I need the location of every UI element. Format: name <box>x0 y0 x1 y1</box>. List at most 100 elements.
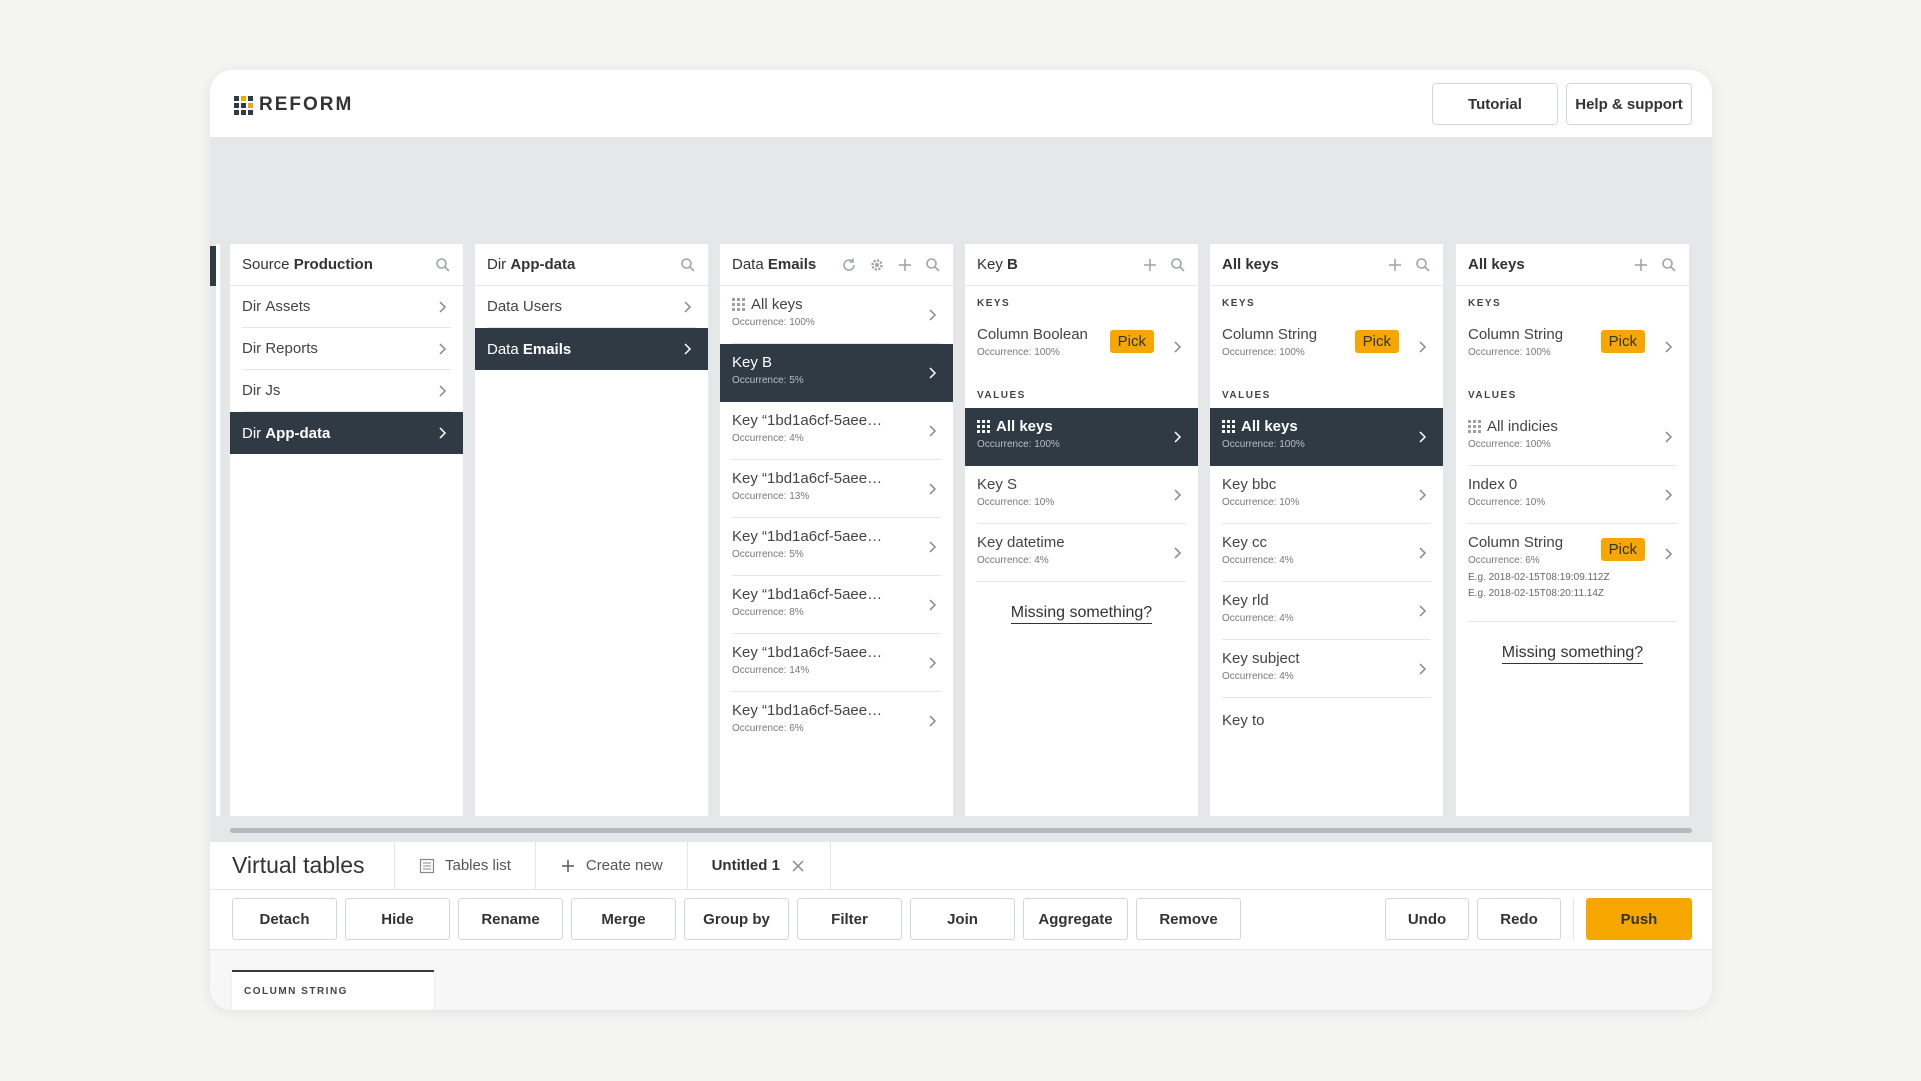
list-item[interactable]: Data Users <box>487 286 696 328</box>
virtual-table-canvas: COLUMN STRING A <box>210 950 1712 1010</box>
list-item-selected[interactable]: All keys Occurrence: 100% <box>965 408 1198 466</box>
list-item-selected[interactable]: Data Emails <box>475 328 708 370</box>
list-item[interactable]: Key S Occurrence: 10% <box>977 466 1186 524</box>
chevron-right-icon <box>1665 430 1673 443</box>
group-by-button[interactable]: Group by <box>684 898 789 940</box>
column-key-b: Key B KEYS Column Boolean Occurrence: 10… <box>965 244 1198 816</box>
column-title: Production <box>293 256 373 273</box>
list-item[interactable]: Key to <box>1222 712 1265 729</box>
rename-button[interactable]: Rename <box>458 898 563 940</box>
search-icon[interactable] <box>680 257 696 273</box>
list-item[interactable]: Key “1bd1a6cf-5aee… Occurrence: 8% <box>732 576 941 634</box>
aggregate-button[interactable]: Aggregate <box>1023 898 1128 940</box>
grid-icon <box>1222 420 1235 433</box>
column-card[interactable]: COLUMN STRING A <box>232 970 434 1010</box>
chevron-right-icon <box>1174 488 1182 501</box>
close-icon[interactable] <box>790 858 806 874</box>
chevron-right-icon <box>929 540 937 553</box>
tutorial-button[interactable]: Tutorial <box>1432 83 1558 125</box>
remove-button[interactable]: Remove <box>1136 898 1241 940</box>
list-item[interactable]: Column String Occurrence: 100% Pick <box>1222 316 1431 378</box>
pick-button[interactable]: Pick <box>1109 330 1154 353</box>
chevron-right-icon <box>439 427 447 439</box>
section-label-keys: KEYS <box>977 298 1011 309</box>
list-item[interactable]: Column String Occurrence: 6% Pick E.g. 2… <box>1468 524 1677 622</box>
logo-text: REFORM <box>259 94 354 115</box>
chevron-right-icon <box>1419 341 1427 353</box>
plus-icon[interactable] <box>897 257 913 273</box>
list-item[interactable]: Dir Js <box>242 370 451 412</box>
column-all-keys: All keys KEYS Column String Occurrence: … <box>1210 244 1443 816</box>
search-icon[interactable] <box>1415 257 1431 273</box>
undo-button[interactable]: Undo <box>1385 898 1469 940</box>
detach-button[interactable]: Detach <box>232 898 337 940</box>
filter-button[interactable]: Filter <box>797 898 902 940</box>
list-item[interactable]: Dir Assets <box>242 286 451 328</box>
list-item[interactable]: Key bbc Occurrence: 10% <box>1222 466 1431 524</box>
list-item[interactable]: Column Boolean Occurrence: 100% Pick <box>977 316 1186 378</box>
tab-tables-list[interactable]: Tables list <box>395 842 536 889</box>
search-icon[interactable] <box>1661 257 1677 273</box>
list-item[interactable]: Key “1bd1a6cf-5aee… Occurrence: 4% <box>732 402 941 460</box>
horizontal-scrollbar[interactable] <box>230 828 1692 833</box>
plus-icon <box>561 859 574 872</box>
hide-button[interactable]: Hide <box>345 898 450 940</box>
column-dir-app-data: Dir App-data Data Users Data Emails <box>475 244 708 816</box>
chevron-right-icon <box>929 656 937 669</box>
previous-column-edge[interactable] <box>210 246 216 286</box>
chevron-right-icon <box>1174 431 1182 443</box>
column-header: Data Emails <box>720 244 953 286</box>
chevron-right-icon <box>439 342 447 355</box>
pick-button[interactable]: Pick <box>1600 330 1645 353</box>
list-item[interactable]: Key datetime Occurrence: 4% <box>977 524 1186 582</box>
list-item-selected[interactable]: Dir App-data <box>230 412 463 454</box>
virtual-tables-header: Virtual tables Tables list Create new Un… <box>210 842 1712 890</box>
list-item[interactable]: Key “1bd1a6cf-5aee… Occurrence: 5% <box>732 518 941 576</box>
list-icon <box>419 858 435 873</box>
list-item-selected[interactable]: All keys Occurrence: 100% <box>1210 408 1443 466</box>
push-button[interactable]: Push <box>1586 898 1692 940</box>
list-item[interactable]: Index 0 Occurrence: 10% <box>1468 466 1677 524</box>
chevron-right-icon <box>1419 431 1427 443</box>
plus-icon[interactable] <box>1633 257 1649 273</box>
list-item-selected[interactable]: Key B Occurrence: 5% <box>720 344 953 402</box>
example-value: E.g. 2018-02-15T08:19:09.112Z <box>1468 572 1610 583</box>
chevron-right-icon <box>439 384 447 397</box>
list-item[interactable]: All indicies Occurrence: 100% <box>1468 408 1677 466</box>
list-item[interactable]: Dir Reports <box>242 328 451 370</box>
list-item[interactable]: Key cc Occurrence: 4% <box>1222 524 1431 582</box>
list-item[interactable]: Key rld Occurrence: 4% <box>1222 582 1431 640</box>
tab-create-new[interactable]: Create new <box>536 842 688 889</box>
chevron-right-icon <box>929 308 937 321</box>
chevron-right-icon <box>929 715 937 727</box>
pick-button[interactable]: Pick <box>1600 538 1645 561</box>
refresh-icon[interactable] <box>841 257 857 273</box>
plus-icon[interactable] <box>1142 257 1158 273</box>
list-item[interactable]: Key subject Occurrence: 4% <box>1222 640 1431 698</box>
list-item[interactable]: All keys Occurrence: 100% <box>732 286 941 344</box>
gear-icon[interactable] <box>869 257 885 273</box>
column-title: B <box>1007 256 1018 273</box>
missing-something-link[interactable]: Missing something? <box>1010 604 1153 624</box>
section-label-values: VALUES <box>1222 390 1271 401</box>
join-button[interactable]: Join <box>910 898 1015 940</box>
pick-button[interactable]: Pick <box>1354 330 1399 353</box>
list-item[interactable]: Key “1bd1a6cf-5aee… Occurrence: 14% <box>732 634 941 692</box>
tab-untitled-1[interactable]: Untitled 1 <box>688 842 831 889</box>
merge-button[interactable]: Merge <box>571 898 676 940</box>
search-icon[interactable] <box>925 257 941 273</box>
list-item[interactable]: Key “1bd1a6cf-5aee… Occurrence: 6% <box>732 692 941 750</box>
redo-button[interactable]: Redo <box>1477 898 1561 940</box>
column-title: All keys <box>1468 256 1525 273</box>
help-support-button[interactable]: Help & support <box>1566 83 1692 125</box>
list-item[interactable]: Column String Occurrence: 100% Pick <box>1468 316 1677 378</box>
list-item[interactable]: Key “1bd1a6cf-5aee… Occurrence: 13% <box>732 460 941 518</box>
virtual-tables-panel: Virtual tables Tables list Create new Un… <box>210 842 1712 1010</box>
plus-icon[interactable] <box>1387 257 1403 273</box>
search-icon[interactable] <box>1170 257 1186 273</box>
search-icon[interactable] <box>435 257 451 273</box>
missing-something-link[interactable]: Missing something? <box>1501 644 1644 664</box>
chevron-right-icon <box>929 424 937 437</box>
chevron-right-icon <box>1419 604 1427 617</box>
section-label-values: VALUES <box>977 390 1026 401</box>
